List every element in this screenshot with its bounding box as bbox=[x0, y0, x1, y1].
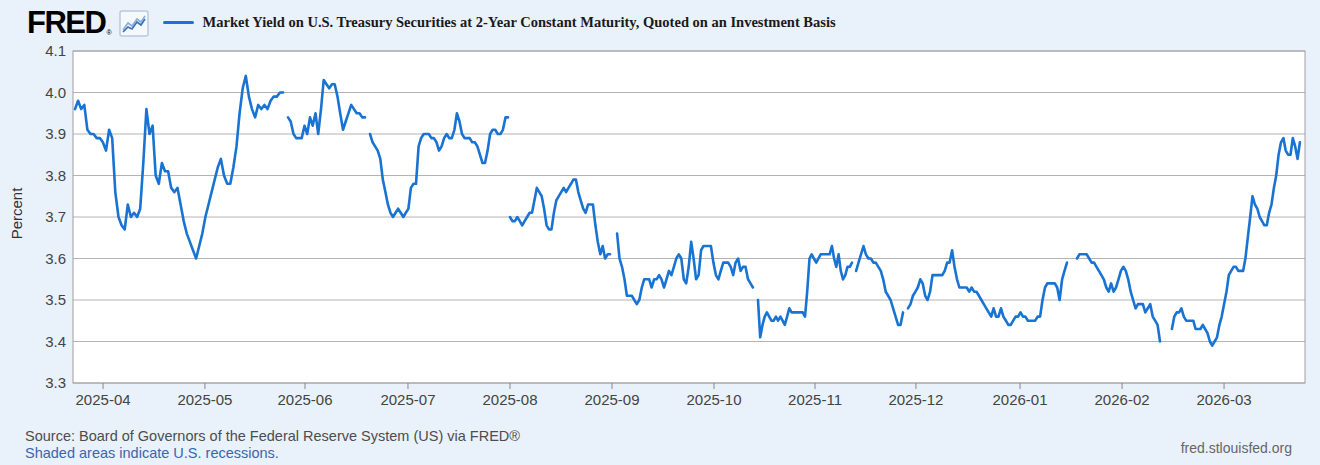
x-axis-tick-label: 2025-05 bbox=[160, 391, 250, 408]
registered-trademark: ® bbox=[106, 29, 111, 36]
series-title[interactable]: Market Yield on U.S. Treasury Securities… bbox=[203, 14, 836, 31]
y-axis-tick-label: 3.5 bbox=[0, 291, 66, 309]
x-axis-tick-label: 2025-07 bbox=[363, 391, 453, 408]
chart-header: FRED ® Market Yield on U.S. Treasury Sec… bbox=[27, 5, 836, 39]
x-axis-tick-label: 2025-09 bbox=[567, 391, 657, 408]
y-axis-tick-label: 3.9 bbox=[0, 125, 66, 143]
x-axis-tick-label: 2025-10 bbox=[669, 391, 759, 408]
x-axis-tick-label: 2026-03 bbox=[1179, 391, 1269, 408]
y-axis-tick-label: 3.3 bbox=[0, 374, 66, 392]
y-axis-tick-label: 3.8 bbox=[0, 167, 66, 185]
x-axis-tick-label: 2026-02 bbox=[1077, 391, 1167, 408]
x-axis-tick-label: 2025-04 bbox=[58, 391, 148, 408]
x-axis-tick-label: 2025-06 bbox=[260, 391, 350, 408]
y-axis-tick-label: 4.1 bbox=[0, 42, 66, 60]
x-axis-tick-label: 2025-11 bbox=[770, 391, 860, 408]
x-axis-tick-label: 2025-12 bbox=[871, 391, 961, 408]
x-axis-tick-label: 2025-08 bbox=[465, 391, 555, 408]
fred-graph-icon bbox=[119, 10, 149, 37]
fred-site-url[interactable]: fred.stlouisfed.org bbox=[1181, 440, 1292, 456]
source-attribution: Source: Board of Governors of the Federa… bbox=[25, 428, 520, 444]
fred-chart-page: FRED ® Market Yield on U.S. Treasury Sec… bbox=[0, 0, 1320, 465]
y-axis-tick-label: 3.7 bbox=[0, 208, 66, 226]
y-axis-tick-label: 3.6 bbox=[0, 250, 66, 268]
y-axis-tick-label: 3.4 bbox=[0, 333, 66, 351]
recession-shading-link[interactable]: Shaded areas indicate U.S. recessions. bbox=[25, 445, 279, 461]
x-axis-tick-label: 2026-01 bbox=[975, 391, 1065, 408]
x-axis-tick-labels: 2025-04 2025-05 2025-06 2025-07 2025-08 2025-… bbox=[0, 391, 1320, 411]
legend-line-swatch bbox=[163, 21, 194, 24]
legend: Market Yield on U.S. Treasury Securities… bbox=[163, 14, 836, 31]
y-axis-tick-label: 4.0 bbox=[0, 84, 66, 102]
